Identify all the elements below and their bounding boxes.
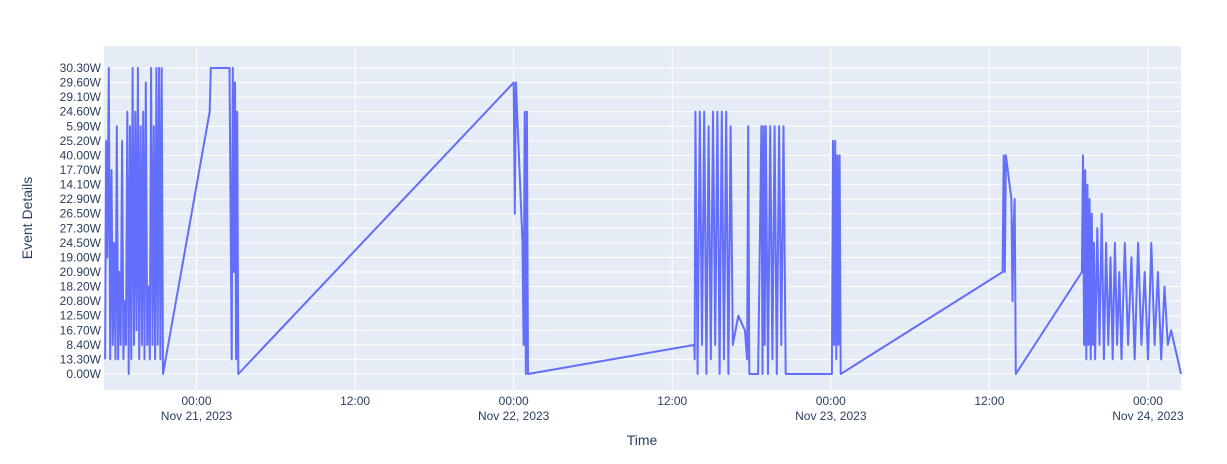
y-tick-label: 14.10W: [60, 178, 102, 192]
x-tick-date-label: Nov 21, 2023: [161, 409, 233, 423]
y-tick-label: 29.60W: [60, 76, 102, 90]
y-tick-label: 13.30W: [60, 352, 102, 366]
y-axis-title: Event Details: [19, 177, 35, 259]
y-tick-label: 0.00W: [66, 367, 101, 381]
x-axis-title: Time: [627, 432, 658, 448]
x-tick-label: 00:00: [1133, 394, 1163, 408]
y-tick-label: 26.50W: [60, 207, 102, 221]
y-tick-label: 25.20W: [60, 134, 102, 148]
y-gridlines: [104, 67, 1181, 375]
x-tick-label: 00:00: [181, 394, 211, 408]
y-tick-label: 18.20W: [60, 280, 102, 294]
y-tick-label: 24.50W: [60, 236, 102, 250]
y-tick-label: 22.90W: [60, 192, 102, 206]
y-tick-label: 24.60W: [60, 105, 102, 119]
y-tick-labels: 0.00W13.30W8.40W16.70W12.50W20.80W18.20W…: [60, 61, 102, 381]
y-tick-label: 20.90W: [60, 265, 102, 279]
plot-background: [104, 46, 1181, 390]
y-tick-label: 12.50W: [60, 309, 102, 323]
y-tick-label: 29.10W: [60, 90, 102, 104]
x-tick-label: 12:00: [340, 394, 370, 408]
y-tick-label: 30.30W: [60, 61, 102, 75]
y-tick-label: 19.00W: [60, 250, 102, 264]
y-tick-label: 16.70W: [60, 323, 102, 337]
y-tick-label: 17.70W: [60, 163, 102, 177]
x-tick-date-label: Nov 24, 2023: [1112, 409, 1184, 423]
x-tick-date-label: Nov 22, 2023: [478, 409, 550, 423]
x-tick-label: 00:00: [499, 394, 529, 408]
x-tick-label: 12:00: [657, 394, 687, 408]
y-tick-label: 20.80W: [60, 294, 102, 308]
y-tick-label: 8.40W: [66, 338, 101, 352]
y-tick-label: 5.90W: [66, 119, 101, 133]
x-tick-date-label: Nov 23, 2023: [795, 409, 867, 423]
series-layer: [104, 67, 1182, 375]
y-tick-label: 27.30W: [60, 221, 102, 235]
series-line: [104, 67, 1182, 375]
y-tick-label: 40.00W: [60, 148, 102, 162]
x-tick-label: 00:00: [816, 394, 846, 408]
x-tick-label: 12:00: [974, 394, 1004, 408]
